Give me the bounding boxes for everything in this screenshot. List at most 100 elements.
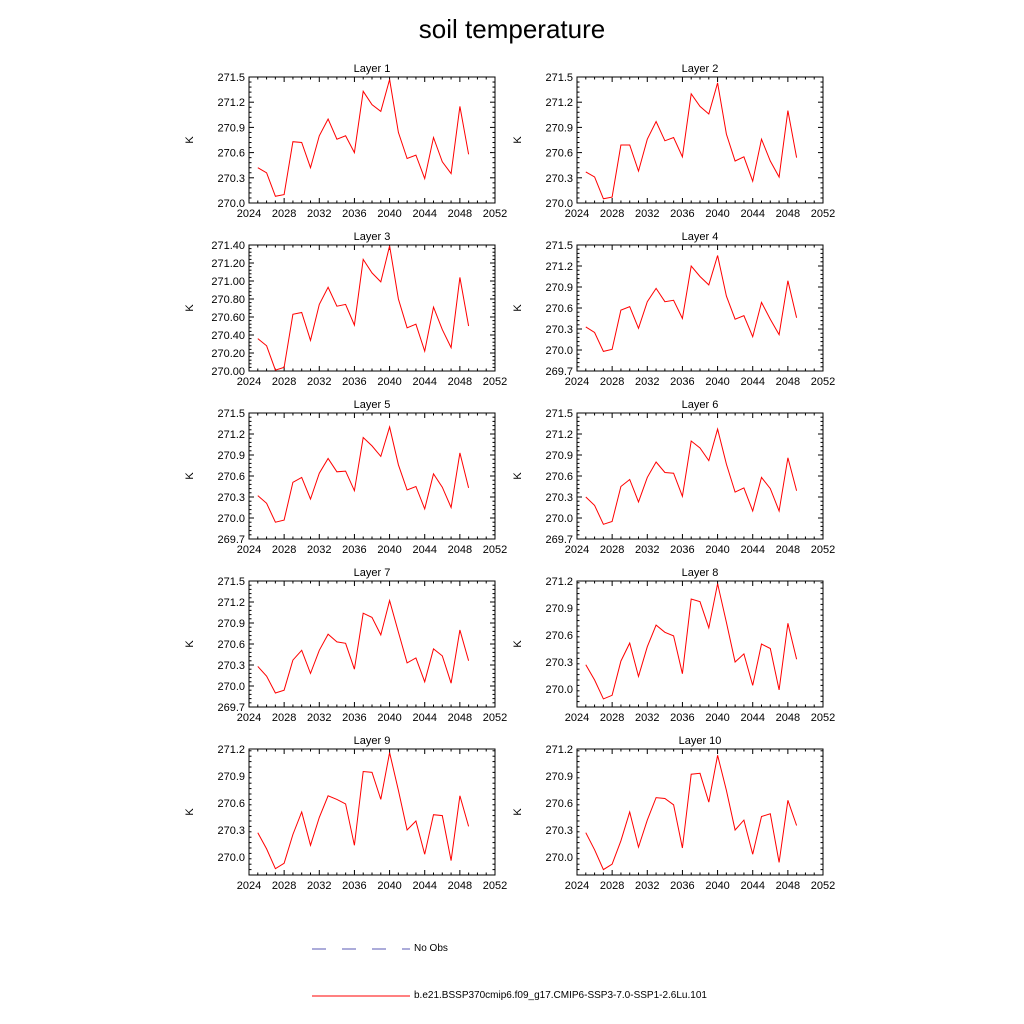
x-tick-label: 2028 (272, 208, 296, 220)
panel-title: Layer 2 (682, 63, 719, 75)
x-tick-label: 2032 (635, 880, 659, 892)
plot-frame (248, 244, 496, 372)
y-axis-label: K (184, 808, 196, 816)
x-tick-label: 2028 (600, 208, 624, 220)
x-tick-label: 2032 (307, 376, 331, 388)
y-tick-label: 270.0 (545, 852, 573, 864)
panel-title: Layer 6 (682, 399, 719, 411)
y-tick-label: 271.5 (545, 72, 573, 84)
series-line (585, 583, 798, 700)
y-tick-label: 270.3 (217, 660, 245, 672)
y-tick-label: 270.0 (545, 684, 573, 696)
y-axis-label: K (184, 472, 196, 480)
y-tick-label: 270.6 (545, 303, 573, 315)
y-tick-label: 270.80 (211, 294, 245, 306)
y-tick-label: 271.2 (545, 744, 573, 756)
panel-layer-6: Layer 6 K 2024 2028 2032 2036 2040 2044 2048 2052… (512, 399, 835, 556)
x-tick-label: 2040 (705, 712, 729, 724)
y-tick-label: 271.5 (217, 576, 245, 588)
y-tick-label: 269.7 (545, 534, 573, 546)
x-tick-label: 2048 (776, 544, 800, 556)
x-tick-label: 2044 (412, 880, 436, 892)
x-tick-label: 2052 (483, 712, 507, 724)
x-tick-label: 2044 (412, 544, 436, 556)
x-tick-label: 2032 (307, 208, 331, 220)
panel-title: Layer 7 (354, 567, 391, 579)
y-tick-label: 270.9 (217, 122, 245, 134)
x-tick-label: 2024 (565, 880, 589, 892)
y-tick-label: 271.2 (217, 97, 245, 109)
x-tick-label: 2036 (342, 208, 366, 220)
y-tick-label: 270.6 (545, 148, 573, 160)
x-tick-label: 2028 (600, 376, 624, 388)
series-line (585, 427, 798, 525)
series-line (257, 79, 470, 197)
panel-title: Layer 3 (354, 231, 391, 243)
plot-frame (248, 580, 496, 708)
x-tick-label: 2048 (448, 376, 472, 388)
x-tick-label: 2040 (705, 208, 729, 220)
series-line (257, 752, 470, 870)
y-tick-label: 270.6 (217, 471, 245, 483)
y-tick-label: 270.0 (545, 198, 573, 210)
y-tick-label: 270.3 (217, 173, 245, 185)
x-tick-label: 2052 (483, 376, 507, 388)
y-tick-label: 271.5 (217, 72, 245, 84)
y-tick-label: 271.5 (545, 240, 573, 252)
y-tick-label: 271.5 (545, 408, 573, 420)
series-line (585, 255, 798, 352)
plot-frame (248, 412, 496, 540)
series-line (257, 598, 470, 694)
y-axis-label: K (512, 640, 524, 648)
panel-layer-1: Layer 1 K 2024 2028 2032 2036 2040 2044 2048 2052… (184, 63, 507, 220)
y-tick-label: 269.7 (545, 366, 573, 378)
x-tick-label: 2048 (776, 376, 800, 388)
y-tick-label: 269.7 (217, 534, 245, 546)
x-tick-label: 2032 (635, 208, 659, 220)
y-tick-label: 270.0 (545, 513, 573, 525)
panel-title: Layer 5 (354, 399, 391, 411)
x-tick-label: 2024 (565, 544, 589, 556)
y-tick-label: 271.20 (211, 258, 245, 270)
y-tick-label: 270.9 (545, 122, 573, 134)
y-tick-label: 270.40 (211, 330, 245, 342)
y-tick-label: 271.5 (217, 408, 245, 420)
panel-layer-2: Layer 2 K 2024 2028 2032 2036 2040 2044 2048 2052… (512, 63, 835, 220)
y-tick-label: 270.9 (545, 282, 573, 294)
panel-layer-7: Layer 7 K 2024 2028 2032 2036 2040 2044 2048 2052… (184, 567, 507, 724)
x-tick-label: 2024 (237, 376, 261, 388)
y-axis-label: K (184, 304, 196, 312)
y-tick-label: 270.3 (545, 657, 573, 669)
x-tick-label: 2028 (600, 712, 624, 724)
y-tick-label: 271.2 (545, 576, 573, 588)
x-tick-label: 2040 (705, 880, 729, 892)
x-tick-label: 2044 (740, 544, 764, 556)
x-tick-label: 2040 (377, 712, 401, 724)
x-tick-label: 2044 (740, 880, 764, 892)
x-tick-label: 2024 (237, 208, 261, 220)
x-tick-label: 2052 (811, 376, 835, 388)
x-tick-label: 2040 (377, 544, 401, 556)
series-line (585, 82, 798, 200)
x-tick-label: 2040 (377, 208, 401, 220)
y-tick-label: 270.6 (217, 148, 245, 160)
y-axis-label: K (184, 640, 196, 648)
x-tick-label: 2036 (670, 880, 694, 892)
x-tick-label: 2036 (670, 544, 694, 556)
y-tick-label: 270.3 (545, 825, 573, 837)
y-axis-label: K (512, 808, 524, 816)
panel-layer-9: Layer 9 K 2024 2028 2032 2036 2040 2044 2048 2052… (184, 735, 507, 892)
x-tick-label: 2040 (705, 376, 729, 388)
plot-frame (576, 244, 824, 372)
x-tick-label: 2044 (412, 208, 436, 220)
x-tick-label: 2048 (776, 208, 800, 220)
x-tick-label: 2032 (635, 712, 659, 724)
page-title: soil temperature (418, 14, 606, 44)
x-tick-label: 2052 (483, 880, 507, 892)
y-axis-label: K (512, 304, 524, 312)
x-tick-label: 2024 (565, 712, 589, 724)
y-tick-label: 270.6 (217, 798, 245, 810)
x-tick-label: 2024 (237, 712, 261, 724)
x-tick-label: 2040 (705, 544, 729, 556)
